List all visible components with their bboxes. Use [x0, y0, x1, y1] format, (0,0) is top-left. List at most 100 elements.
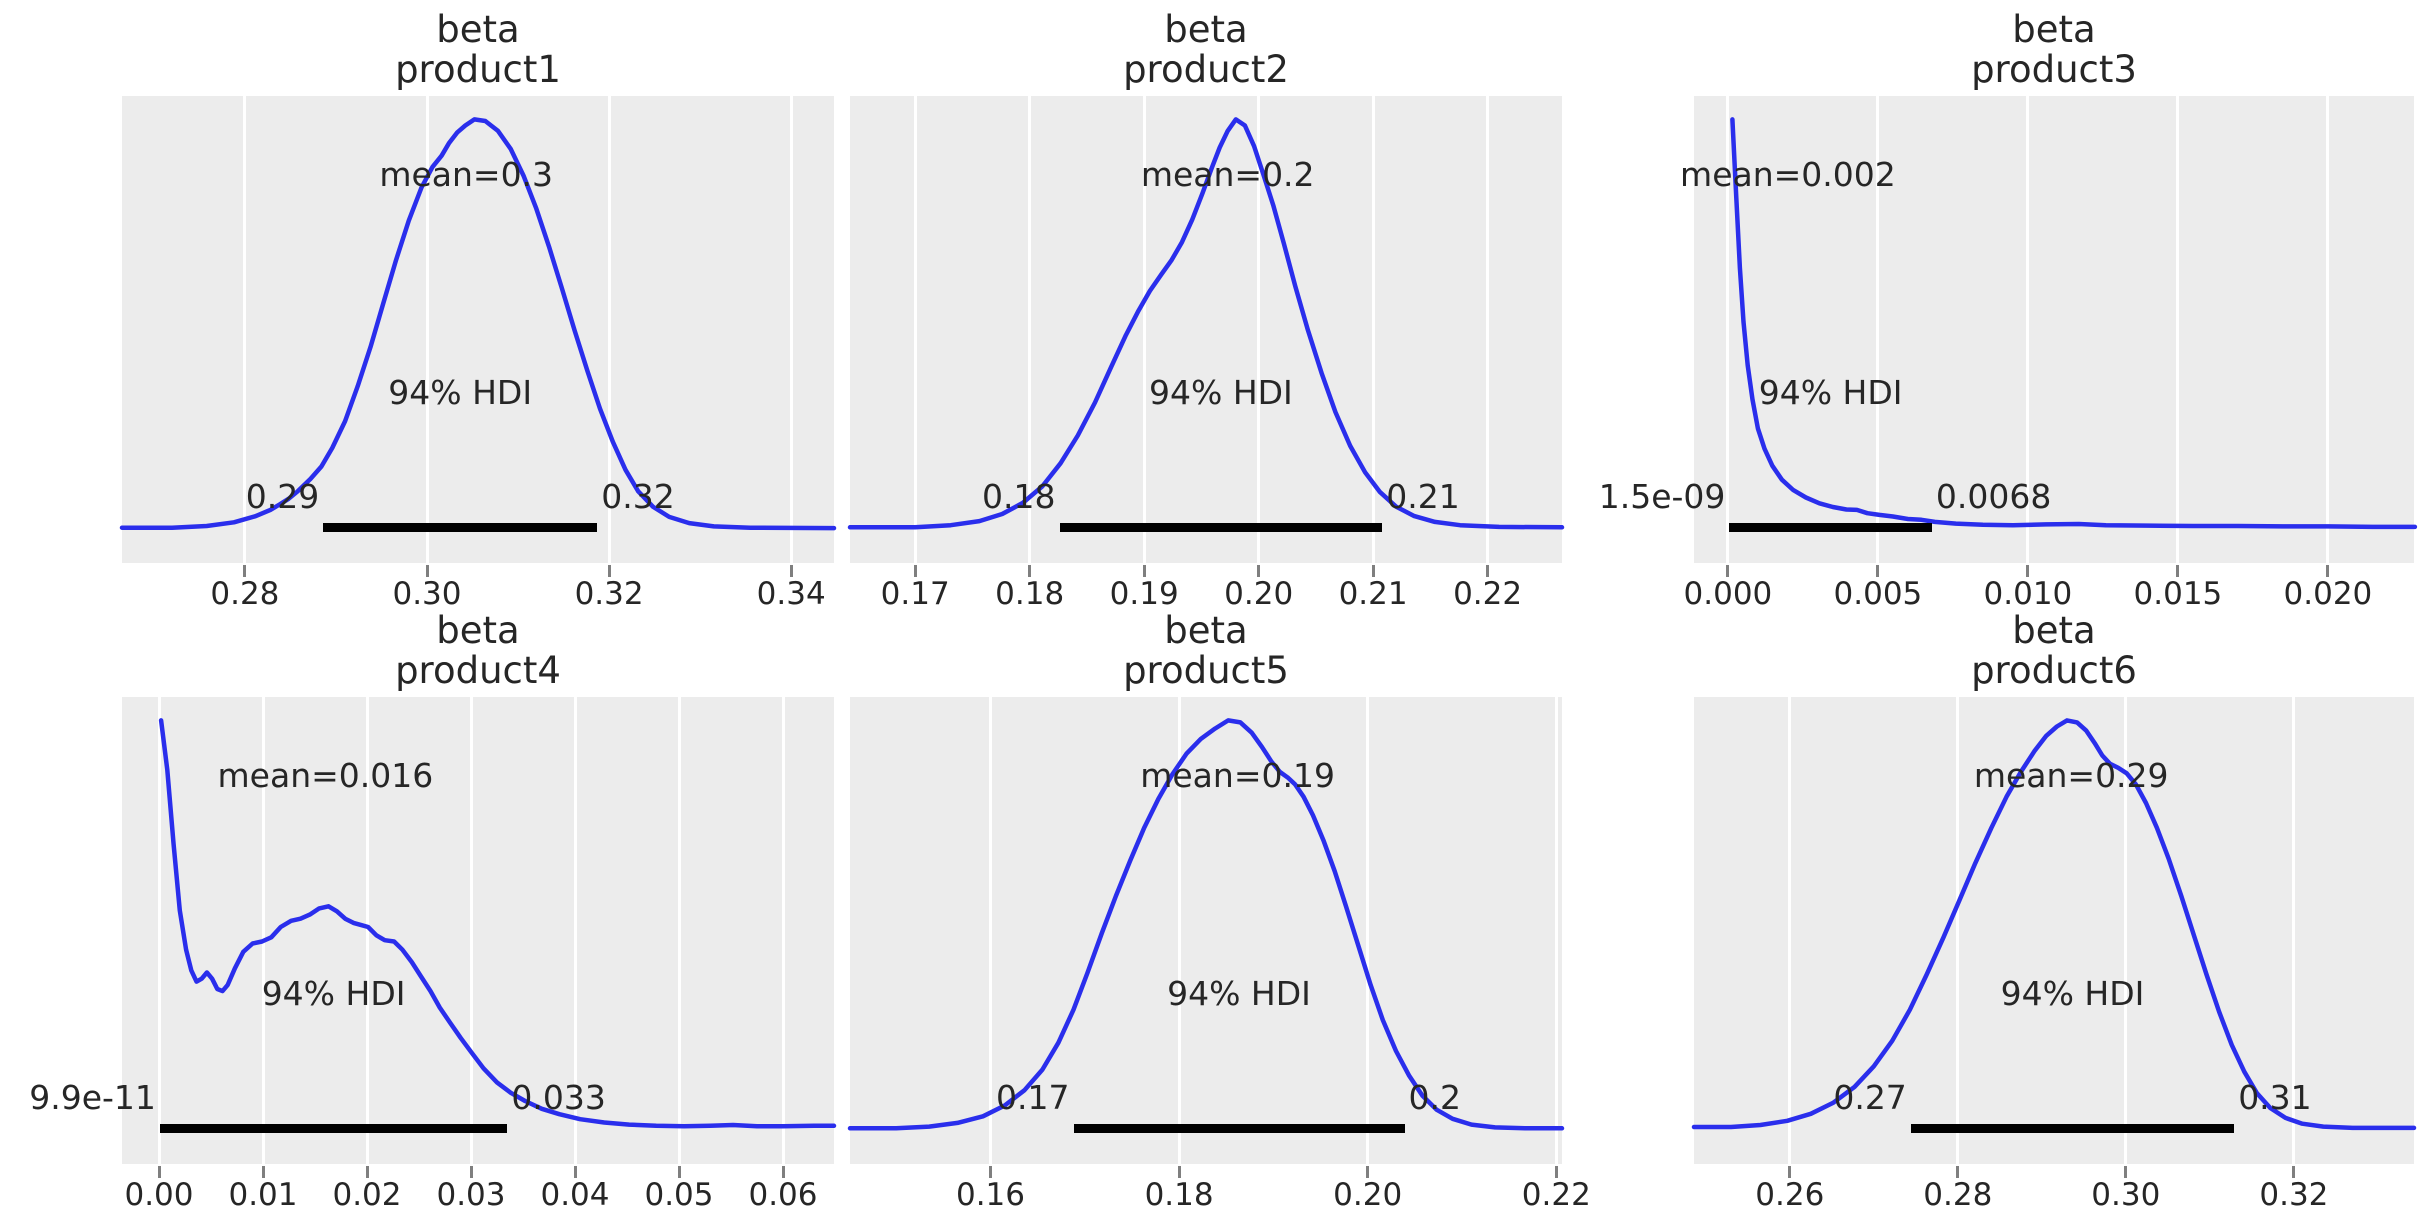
title-variable: product6 [1971, 649, 2137, 692]
tick-mark [1371, 565, 1375, 577]
title-variable: product1 [395, 48, 561, 91]
tick-label: 0.18 [1144, 1177, 1214, 1213]
tick-label: 0.04 [540, 1177, 610, 1213]
kde-curve [847, 718, 1565, 1131]
plot-title: beta product5 [850, 611, 1562, 691]
gridline [1788, 697, 1792, 1164]
gridline [573, 697, 577, 1164]
title-parameter: beta [2012, 609, 2096, 652]
tick-label: 0.34 [756, 576, 826, 612]
axes-area: mean=0.002 94% HDI 1.5e-09 0.0068 [1599, 96, 2418, 563]
tick-label: 0.00 [124, 1177, 194, 1213]
tick-label: 0.06 [748, 1177, 818, 1213]
kde-curve [119, 117, 837, 531]
gridline [1366, 697, 1370, 1164]
gridline [2326, 96, 2330, 563]
mean-label: mean=0.2 [1140, 155, 1315, 195]
kde-curve-path [119, 117, 837, 531]
tick-label: 0.16 [955, 1177, 1026, 1213]
gridline [425, 96, 429, 563]
kde-curve-path [1730, 117, 2418, 530]
gridline [781, 697, 785, 1164]
title-parameter: beta [1164, 8, 1248, 51]
gridline [243, 96, 247, 563]
tick-label: 0.22 [1521, 1177, 1591, 1213]
tick-mark [243, 565, 247, 577]
tick-label: 0.18 [995, 576, 1065, 612]
tick-label: 0.21 [1338, 576, 1408, 612]
tick-mark [2124, 1166, 2128, 1178]
hdi-lower-label: 9.9e-11 [29, 1077, 156, 1117]
gridline [1028, 96, 1032, 563]
hdi-upper-label: 0.0068 [1935, 476, 2052, 516]
tick-mark [677, 1166, 681, 1178]
gridline [261, 697, 265, 1164]
tick-label: 0.28 [210, 576, 280, 612]
gridline [1486, 96, 1490, 563]
tick-mark [2026, 565, 2030, 577]
tick-label: 0.03 [436, 1177, 506, 1213]
gridline [365, 697, 369, 1164]
gridline [677, 697, 681, 1164]
title-variable: product5 [1123, 649, 1289, 692]
hdi-bar [323, 522, 598, 532]
tick-label: 0.19 [1109, 576, 1179, 612]
tick-mark [913, 565, 917, 577]
kde-curve-path [1691, 718, 2417, 1131]
kde-curve [1691, 718, 2417, 1131]
hdi-interval-label: 94% HDI [388, 372, 533, 412]
hdi-bar [159, 1123, 508, 1133]
gridline [2026, 96, 2030, 563]
hdi-upper-label: 0.21 [1386, 476, 1460, 516]
tick-mark [2176, 565, 2180, 577]
tick-mark [261, 1166, 265, 1178]
hdi-interval-label: 94% HDI [2000, 973, 2145, 1013]
title-parameter: beta [1164, 609, 1248, 652]
hdi-interval-label: 94% HDI [1758, 372, 1903, 412]
kde-curve [158, 718, 837, 1129]
tick-label: 0.20 [1333, 1177, 1403, 1213]
gridline [1956, 697, 1960, 1164]
tick-label: 0.30 [392, 576, 462, 612]
tick-mark [607, 565, 611, 577]
title-parameter: beta [436, 8, 520, 51]
hdi-bar [1729, 522, 1932, 532]
tick-mark [1788, 1166, 1792, 1178]
gridline [1257, 96, 1261, 563]
tick-mark [1028, 565, 1032, 577]
kde-curve-path [847, 117, 1565, 530]
gridline [989, 697, 992, 1164]
kde-curve-path [847, 718, 1565, 1131]
hdi-lower-label: 0.17 [996, 1077, 1070, 1117]
gridline [607, 96, 611, 563]
tick-label: 0.30 [2091, 1177, 2161, 1213]
mean-label: mean=0.29 [1973, 756, 2169, 796]
plot-title: beta product3 [1694, 10, 2414, 90]
tick-mark [2326, 565, 2330, 577]
kde-curve-path [158, 718, 837, 1129]
hdi-lower-label: 0.18 [982, 476, 1056, 516]
plot-title: beta product4 [122, 611, 834, 691]
axes-area: mean=0.19 94% HDI 0.17 0.2 [847, 697, 1565, 1164]
title-variable: product4 [395, 649, 561, 692]
tick-mark [1142, 565, 1146, 577]
axes-area: mean=0.29 94% HDI 0.27 0.31 [1691, 697, 2417, 1164]
mean-label: mean=0.3 [379, 155, 554, 195]
tick-mark [157, 1166, 161, 1178]
tick-label: 0.01 [228, 1177, 298, 1213]
axes-area: mean=0.3 94% HDI 0.29 0.32 [119, 96, 837, 563]
hdi-upper-label: 0.2 [1408, 1077, 1461, 1117]
title-parameter: beta [436, 609, 520, 652]
mean-label: mean=0.19 [1140, 756, 1335, 796]
hdi-lower-label: 0.29 [245, 476, 320, 516]
tick-mark [1177, 1166, 1181, 1178]
hdi-lower-label: 1.5e-09 [1598, 476, 1726, 516]
tick-mark [989, 1166, 992, 1178]
gridline [469, 697, 473, 1164]
tick-mark [469, 1166, 473, 1178]
title-parameter: beta [2012, 8, 2096, 51]
gridline [2176, 96, 2180, 563]
kde-curve [1730, 117, 2418, 530]
tick-mark [1257, 565, 1261, 577]
